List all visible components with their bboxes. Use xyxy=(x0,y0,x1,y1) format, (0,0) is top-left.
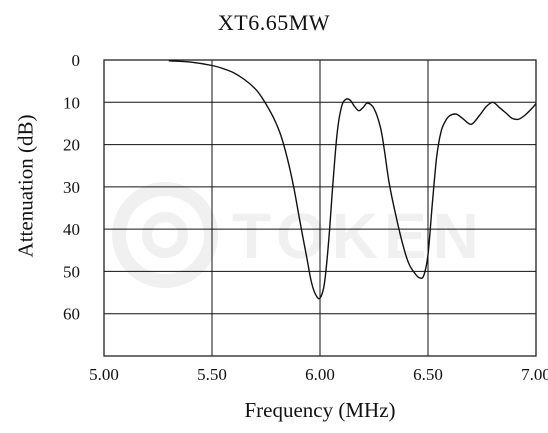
y-tick-label: 50 xyxy=(63,262,80,281)
y-tick-label: 60 xyxy=(63,305,80,324)
y-axis-label: Attenuation (dB) xyxy=(13,114,38,258)
y-tick-label: 10 xyxy=(63,93,80,112)
x-tick-label: 7.00 xyxy=(521,365,548,384)
y-tick-label: 40 xyxy=(63,220,80,239)
tick-labels: 5.00 5.50 6.00 6.50 7.00 0 10 20 30 40 50 60 xyxy=(63,51,548,384)
x-tick-label: 6.50 xyxy=(413,365,443,384)
series-layer xyxy=(168,60,537,300)
watermark-logo-circle xyxy=(112,182,218,288)
x-axis-label: Frequency (MHz) xyxy=(244,398,396,422)
chart-title: XT6.65MW xyxy=(217,10,331,35)
y-tick-label: 30 xyxy=(63,178,80,197)
watermark-logo-inner xyxy=(142,212,188,258)
x-tick-label: 5.00 xyxy=(89,365,119,384)
y-tick-label: 20 xyxy=(63,136,80,155)
grid-lines xyxy=(103,59,537,357)
watermark: TOKEN xyxy=(112,182,485,288)
watermark-text: TOKEN xyxy=(232,200,485,272)
y-tick-label: 0 xyxy=(72,51,81,70)
x-tick-label: 6.00 xyxy=(305,365,335,384)
series-line xyxy=(168,60,537,300)
x-tick-label: 5.50 xyxy=(197,365,227,384)
